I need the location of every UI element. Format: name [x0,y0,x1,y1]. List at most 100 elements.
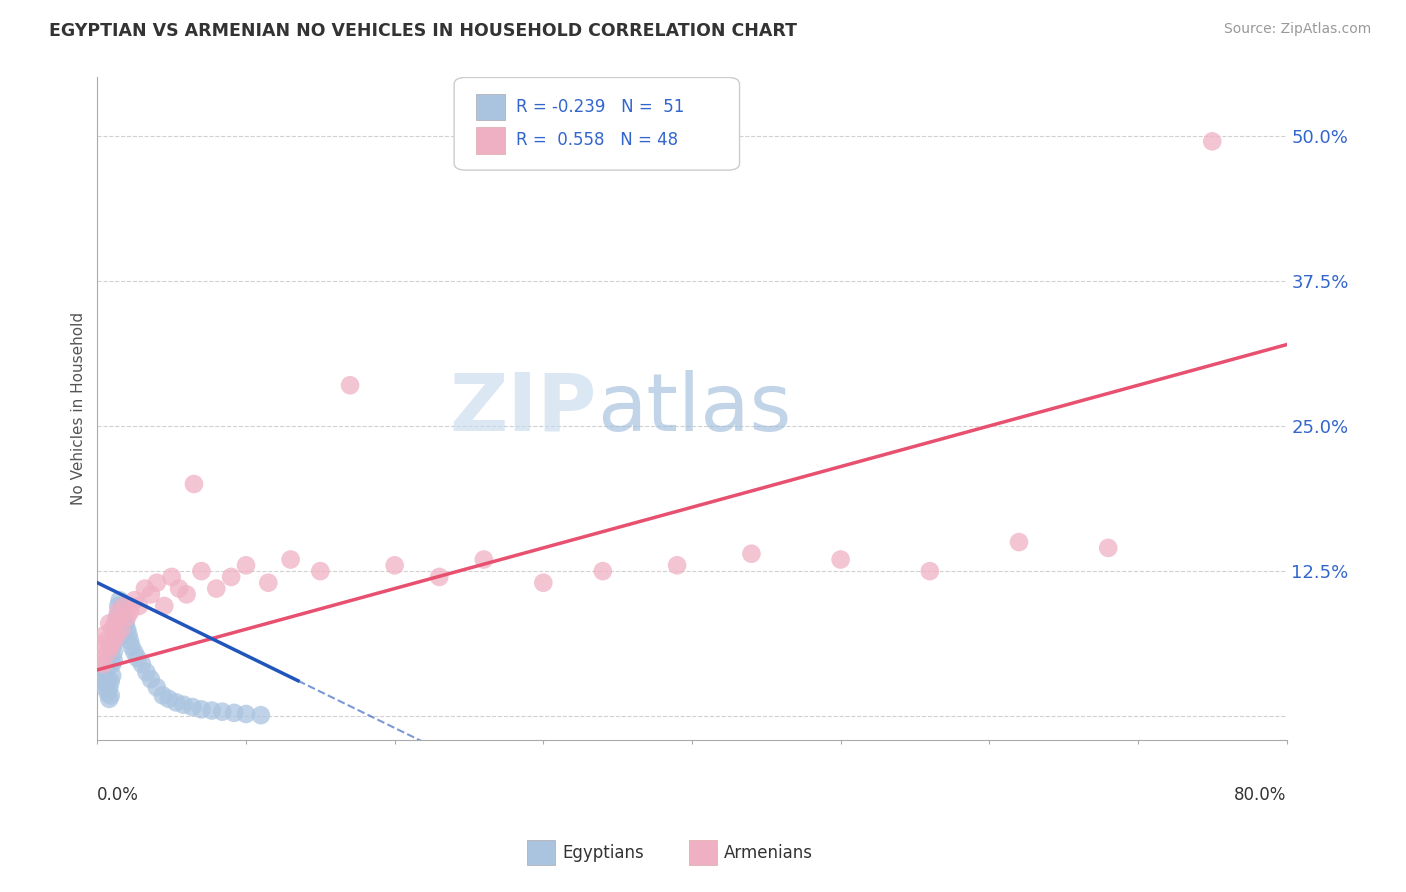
Point [160,570,183,584]
Point [219,570,242,584]
Point [120,605,142,619]
Point [472,552,495,566]
Point [112,599,135,613]
Point [114,616,136,631]
Point [110,605,132,619]
Point [666,558,689,573]
Point [124,593,146,607]
Text: Source: ZipAtlas.com: Source: ZipAtlas.com [1223,22,1371,37]
Point [104,616,127,631]
Point [103,633,125,648]
Point [107,605,129,619]
Point [115,622,138,636]
Text: Egyptians: Egyptians [562,844,644,862]
Text: EGYPTIAN VS ARMENIAN NO VEHICLES IN HOUSEHOLD CORRELATION CHART: EGYPTIAN VS ARMENIAN NO VEHICLES IN HOUS… [49,22,797,40]
Point [101,640,124,654]
Point [152,689,174,703]
Point [91,674,114,689]
Point [120,633,142,648]
Point [97,672,120,686]
Point [146,681,169,695]
Point [97,686,120,700]
Text: R =  0.558   N = 48: R = 0.558 N = 48 [516,131,678,149]
Point [96,633,118,648]
Point [98,681,121,695]
FancyBboxPatch shape [454,78,740,170]
Point [134,582,156,596]
Point [112,610,135,624]
Point [94,657,117,671]
Point [128,599,150,613]
Text: atlas: atlas [596,369,792,448]
Point [91,657,114,671]
Point [250,708,273,723]
Point [165,695,187,709]
Text: R = -0.239   N =  51: R = -0.239 N = 51 [516,98,685,116]
Point [740,547,762,561]
Point [117,628,139,642]
Point [124,645,146,659]
Point [1201,134,1223,148]
Point [100,674,122,689]
Point [280,552,302,566]
Point [98,616,121,631]
Point [1008,535,1031,549]
Point [98,692,121,706]
Point [531,575,554,590]
Point [90,640,112,654]
Text: ZIP: ZIP [450,369,596,448]
Point [384,558,406,573]
Point [1097,541,1119,555]
FancyBboxPatch shape [475,127,505,153]
Text: 80.0%: 80.0% [1234,786,1286,804]
Point [235,558,257,573]
Point [211,705,233,719]
Point [105,610,128,624]
Point [101,668,124,682]
Point [115,610,138,624]
Point [100,640,122,654]
Point [224,706,246,720]
Point [94,628,117,642]
Point [97,645,120,659]
Point [235,706,257,721]
Point [181,700,204,714]
Point [100,689,122,703]
Point [153,599,176,613]
Point [103,645,125,659]
Point [107,599,129,613]
Point [257,575,280,590]
Point [108,593,131,607]
Point [111,599,134,613]
Point [592,564,614,578]
Point [105,628,128,642]
Point [101,657,124,671]
Point [427,570,450,584]
Point [176,587,198,601]
Point [830,552,852,566]
Point [146,575,169,590]
Point [103,654,125,668]
Point [94,681,117,695]
Point [105,628,128,642]
Point [135,665,157,680]
Point [107,616,129,631]
Point [309,564,332,578]
Point [127,651,149,665]
Text: 0.0%: 0.0% [97,786,139,804]
Point [89,651,111,665]
Point [139,672,162,686]
Point [167,582,190,596]
Point [918,564,941,578]
Point [121,640,143,654]
Point [104,633,127,648]
Point [104,622,127,636]
Point [190,564,212,578]
Point [90,663,112,677]
Point [108,610,131,624]
Point [339,378,361,392]
Point [173,698,195,712]
Point [139,587,162,601]
Point [190,702,212,716]
Point [201,704,224,718]
